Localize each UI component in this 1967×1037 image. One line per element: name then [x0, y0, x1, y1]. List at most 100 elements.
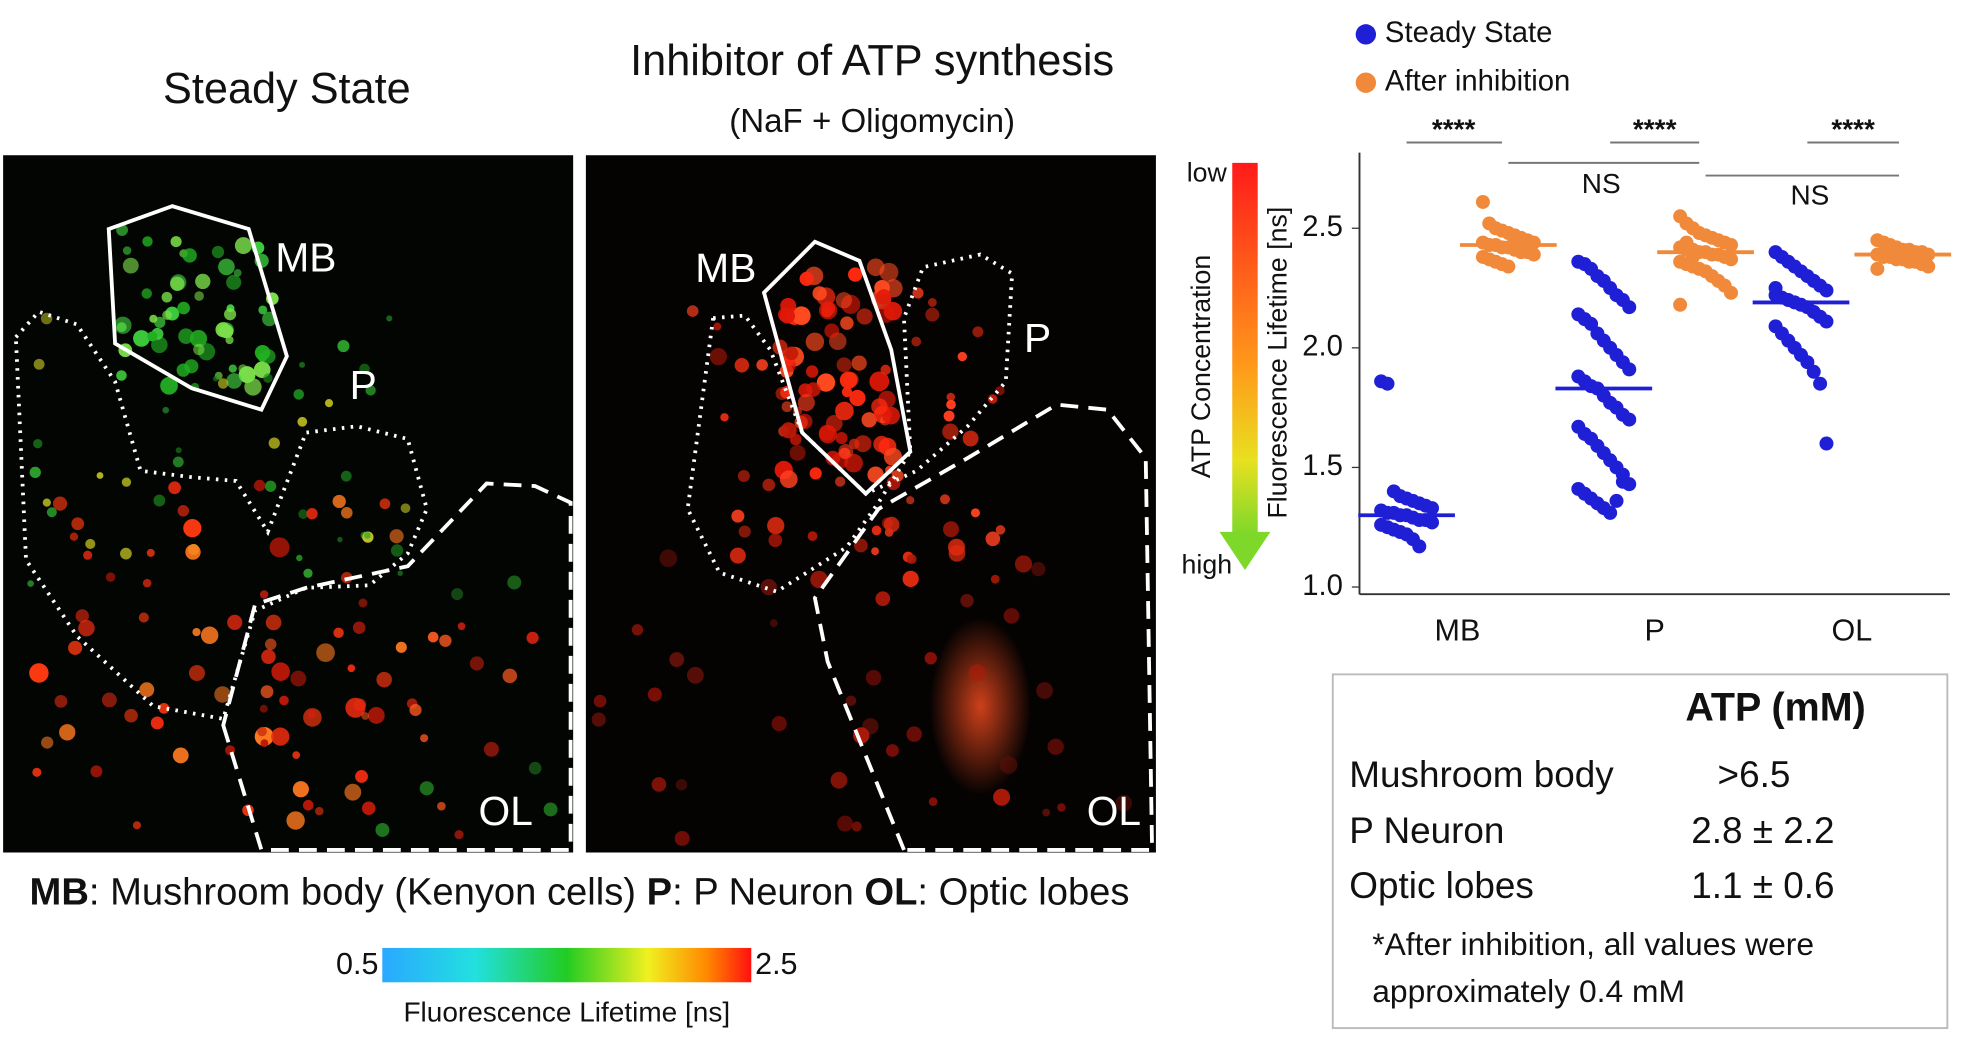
- cell-blob: [709, 348, 727, 366]
- caption-key: MB: [30, 871, 89, 914]
- cell-blob: [805, 365, 819, 378]
- cell-blob: [928, 797, 938, 807]
- region-label: MB: [695, 245, 756, 291]
- cell-blob: [851, 355, 867, 371]
- cell-blob: [42, 498, 51, 507]
- cell-blob: [298, 509, 308, 519]
- dot: [1412, 539, 1427, 554]
- cell-blob: [1031, 562, 1046, 577]
- table-cell: P Neuron: [1349, 810, 1504, 851]
- region-label: OL: [1087, 788, 1141, 834]
- cell-blob: [419, 781, 434, 796]
- cell-blob: [172, 747, 189, 764]
- arrow-high: high: [1182, 549, 1233, 579]
- cell-blob: [41, 736, 54, 749]
- cell-blob: [865, 670, 882, 686]
- outline-p: [685, 252, 1015, 594]
- x-tick-label: OL: [1832, 613, 1873, 647]
- cell-blob: [189, 330, 208, 348]
- cell-blob: [886, 744, 899, 757]
- cell-blob: [838, 444, 854, 459]
- cell-blob: [762, 478, 776, 492]
- panel-subtitle: (NaF + Oligomycin): [729, 103, 1015, 140]
- significance-label: ****: [1831, 113, 1875, 144]
- cell-blob: [839, 371, 858, 389]
- cell-blob: [686, 666, 704, 684]
- outline-mb: [106, 204, 289, 413]
- cell-blob: [807, 531, 818, 541]
- cell-blob: [122, 246, 132, 255]
- cell-blob: [142, 236, 153, 247]
- cell-blob: [54, 695, 68, 708]
- cell-blob: [883, 516, 900, 533]
- cell-blob: [122, 257, 139, 274]
- cell-blob: [875, 591, 891, 607]
- cell-blob: [631, 624, 644, 636]
- cell-blob: [172, 456, 184, 468]
- legend-marker: [1355, 72, 1377, 93]
- dot: [1806, 364, 1821, 379]
- cell-blob: [995, 525, 1006, 535]
- significance-label: NS: [1582, 168, 1621, 199]
- cell-blob: [960, 593, 974, 608]
- table-box: [1331, 673, 1949, 1030]
- cell-blob: [228, 364, 237, 373]
- cell-blob: [376, 671, 392, 688]
- cell-blob: [779, 308, 796, 324]
- cell-blob: [33, 358, 45, 370]
- dot: [1724, 285, 1739, 300]
- cell-blob: [29, 466, 41, 479]
- cell-blob: [854, 435, 872, 453]
- cell-blob: [263, 373, 273, 383]
- cell-blob: [883, 301, 903, 321]
- cell-blob: [816, 373, 836, 392]
- cell-blob: [162, 406, 170, 414]
- table-cell: 2.8 ± 2.2: [1691, 810, 1834, 851]
- cell-blob: [851, 821, 862, 832]
- table-cell: Optic lobes: [1349, 865, 1533, 906]
- cell-blob: [121, 477, 132, 487]
- cell-blob: [925, 307, 940, 322]
- cell-blob: [797, 307, 810, 319]
- cell-blob: [970, 508, 980, 518]
- cell-blob: [768, 533, 783, 548]
- cell-blob: [158, 702, 170, 714]
- cell-blob: [85, 538, 96, 550]
- cell-blob: [882, 406, 900, 425]
- cell-blob: [303, 568, 313, 578]
- cell-blob: [943, 410, 955, 422]
- cell-blob: [27, 580, 34, 587]
- cell-blob: [253, 479, 266, 492]
- cell-blob: [147, 331, 158, 342]
- cell-blob: [333, 627, 344, 638]
- cell-blob: [264, 638, 277, 651]
- cell-blob: [116, 370, 127, 381]
- cell-blob: [96, 472, 104, 479]
- cell-blob: [902, 570, 919, 588]
- cell-blob: [170, 236, 182, 248]
- cell-blob: [720, 413, 729, 422]
- cell-blob: [75, 609, 89, 623]
- cell-blob: [593, 694, 607, 708]
- cell-blob: [337, 536, 343, 543]
- cell-blob: [306, 508, 318, 520]
- caption-text: : Mushroom body (Kenyon cells): [89, 871, 636, 914]
- cell-blob: [315, 806, 324, 816]
- cell-blob: [260, 685, 274, 699]
- cell-blob: [797, 394, 815, 412]
- region-label: OL: [479, 788, 533, 834]
- panel-title: Steady State: [163, 65, 411, 113]
- x-tick-label: P: [1645, 613, 1665, 647]
- dot: [1622, 412, 1637, 427]
- cell-blob: [46, 507, 57, 518]
- legend-label: Steady State: [1385, 17, 1553, 49]
- cell-blob: [469, 656, 484, 671]
- cell-blob: [178, 328, 194, 344]
- cell-blob: [853, 538, 868, 553]
- cell-blob: [780, 422, 797, 439]
- cell-blob: [218, 258, 235, 276]
- cell-blob: [296, 554, 303, 562]
- cell-blob: [90, 765, 103, 778]
- cell-blob: [437, 801, 446, 811]
- y-tick-label: 2.0: [1302, 331, 1343, 363]
